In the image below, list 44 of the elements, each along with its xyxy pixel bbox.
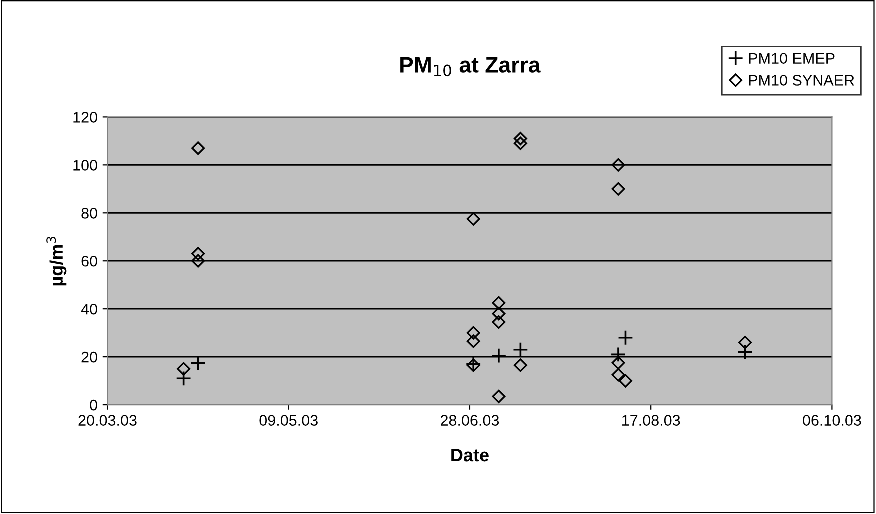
point	[612, 356, 626, 370]
point	[737, 344, 754, 360]
point	[192, 142, 206, 156]
point	[514, 136, 528, 150]
legend-label: PM10 SYNAER	[749, 75, 854, 86]
x-tick-label: 09.05.03	[260, 415, 318, 426]
point	[612, 182, 626, 196]
point	[190, 355, 206, 371]
point	[466, 334, 480, 348]
x-tick-label: 20.03.03	[78, 415, 137, 426]
y-tick-label: 120	[74, 112, 98, 123]
point	[176, 370, 192, 386]
y-tick-label: 20	[82, 352, 98, 363]
point	[491, 348, 507, 364]
point	[619, 374, 632, 388]
point	[177, 362, 191, 376]
y-tick-label: 40	[81, 304, 98, 315]
point	[610, 346, 626, 363]
x-tick-label: 06.10.03	[803, 415, 862, 426]
point	[492, 296, 506, 310]
point	[738, 336, 752, 350]
y-tick-label: 60	[82, 256, 98, 267]
point	[192, 254, 206, 268]
point	[492, 316, 506, 330]
point	[466, 212, 480, 226]
point	[514, 132, 528, 146]
point	[492, 307, 506, 321]
point	[514, 358, 528, 372]
y-tick-label: 0	[90, 400, 98, 411]
point	[192, 247, 206, 261]
chart-title: PM$_{10}$ at Zarra	[400, 57, 541, 77]
y-axis-title: µg/m$^{3}$	[46, 237, 67, 286]
point	[618, 330, 634, 346]
point	[612, 368, 626, 382]
point	[492, 390, 506, 404]
point	[612, 158, 626, 172]
y-tick-label: 100	[74, 160, 98, 171]
x-tick-label: 17.08.03	[622, 415, 680, 426]
legend-label: PM10 EMEP	[749, 53, 835, 64]
y-tick-label: 80	[82, 208, 98, 219]
x-axis-title: Date	[452, 449, 489, 462]
point	[512, 342, 529, 358]
point	[466, 326, 480, 340]
x-tick-label: 28.06.03	[441, 415, 500, 426]
